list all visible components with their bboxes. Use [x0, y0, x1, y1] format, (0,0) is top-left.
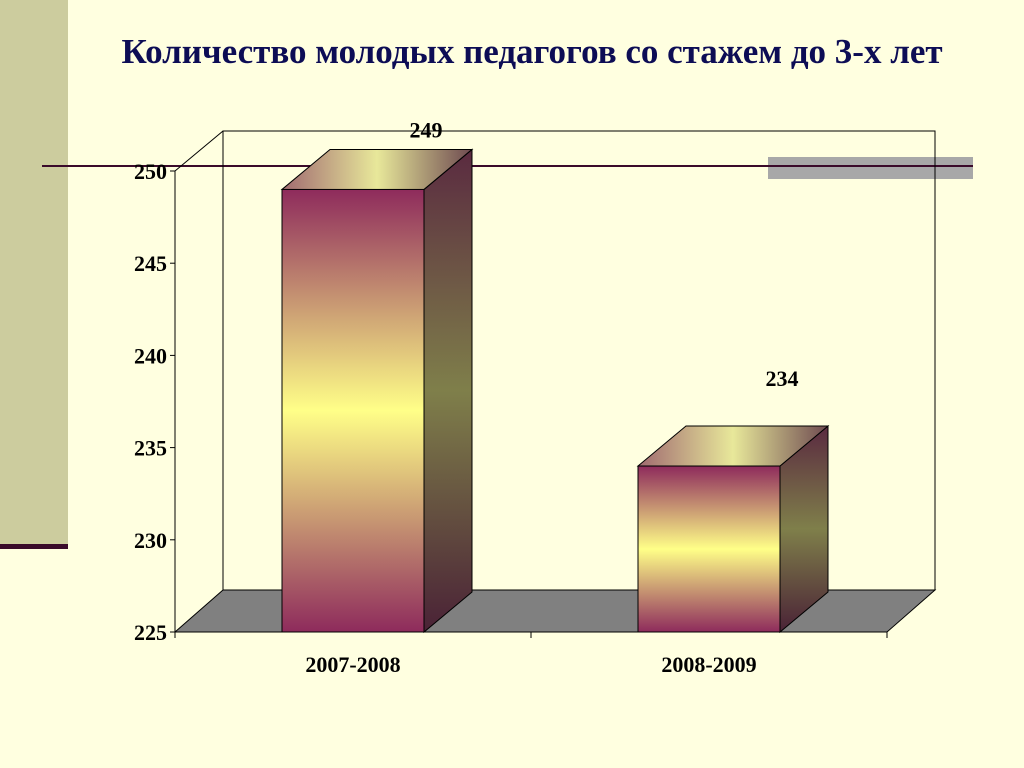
slide-title: Количество молодых педагогов со стажем д…: [121, 32, 943, 71]
x-axis-categories: 2007-2008 2008-2009: [174, 632, 888, 677]
data-label: 234: [766, 366, 799, 391]
left-accent-underline: [0, 544, 68, 549]
data-label: 249: [410, 117, 443, 142]
bar-front-face: [637, 465, 781, 633]
y-tick-label: 240: [134, 343, 167, 368]
y-tick-label: 225: [134, 620, 167, 645]
bars-group: 249 234: [280, 117, 830, 634]
bar-2007-2008: [280, 148, 474, 634]
left-accent-band: [0, 0, 68, 545]
y-axis-ticks: 225 230 235 240 245 250: [134, 159, 175, 645]
title-divider-line: [42, 165, 972, 167]
bar-front-face: [281, 188, 425, 633]
bar-side-face: [423, 148, 473, 634]
y-tick-label: 235: [134, 436, 167, 461]
decorative-grey-bar: [768, 157, 973, 179]
x-category-label: 2007-2008: [305, 652, 400, 677]
bar-2008-2009: [636, 424, 830, 634]
chart-left-wall-top-edge: [174, 130, 224, 172]
y-tick-label: 250: [134, 159, 167, 184]
x-category-label: 2008-2009: [661, 652, 756, 677]
y-tick-label: 245: [134, 251, 167, 276]
y-tick-label: 230: [134, 528, 167, 553]
